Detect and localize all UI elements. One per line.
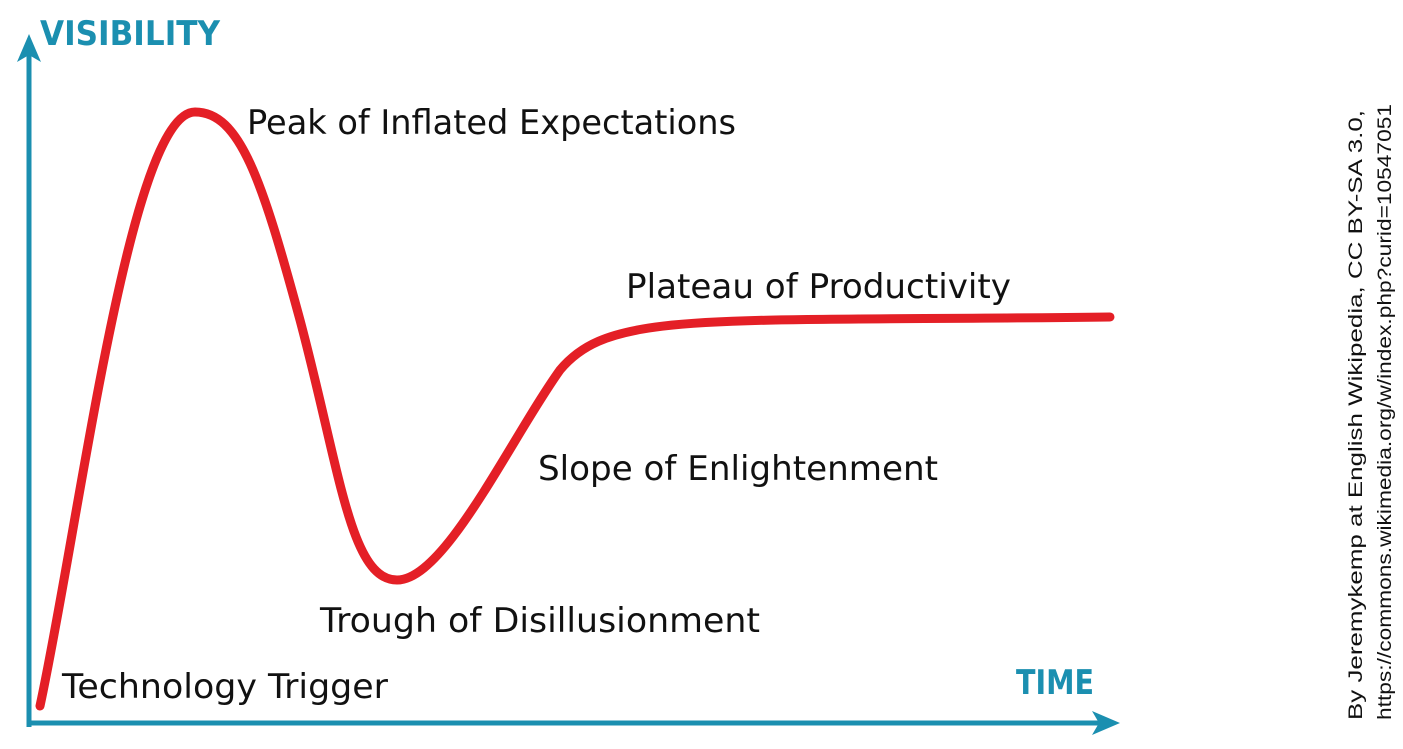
phase-label-trough-of-disillusionment: Trough of Disillusionment	[319, 601, 760, 641]
y-axis-label: VISIBILITY	[40, 14, 220, 54]
credit-line-2: https://commons.wikimedia.org/w/index.ph…	[1375, 104, 1396, 720]
hype-cycle-curve	[35, 107, 1115, 711]
x-axis-arrowhead	[1092, 711, 1120, 735]
credit-line-1: By Jeremykemp at English Wikipedia, CC B…	[1346, 110, 1367, 720]
x-axis-label: TIME	[1016, 663, 1094, 703]
attribution-credit: By Jeremykemp at English Wikipedia, CC B…	[1346, 104, 1396, 720]
phase-label-plateau-of-productivity: Plateau of Productivity	[626, 267, 1011, 307]
phase-label-slope-of-enlightenment: Slope of Enlightenment	[538, 449, 938, 489]
phase-label-technology-trigger: Technology Trigger	[61, 667, 388, 707]
phase-label-peak-of-inflated-expectations: Peak of Inflated Expectations	[247, 103, 736, 143]
y-axis-arrowhead	[17, 34, 41, 62]
